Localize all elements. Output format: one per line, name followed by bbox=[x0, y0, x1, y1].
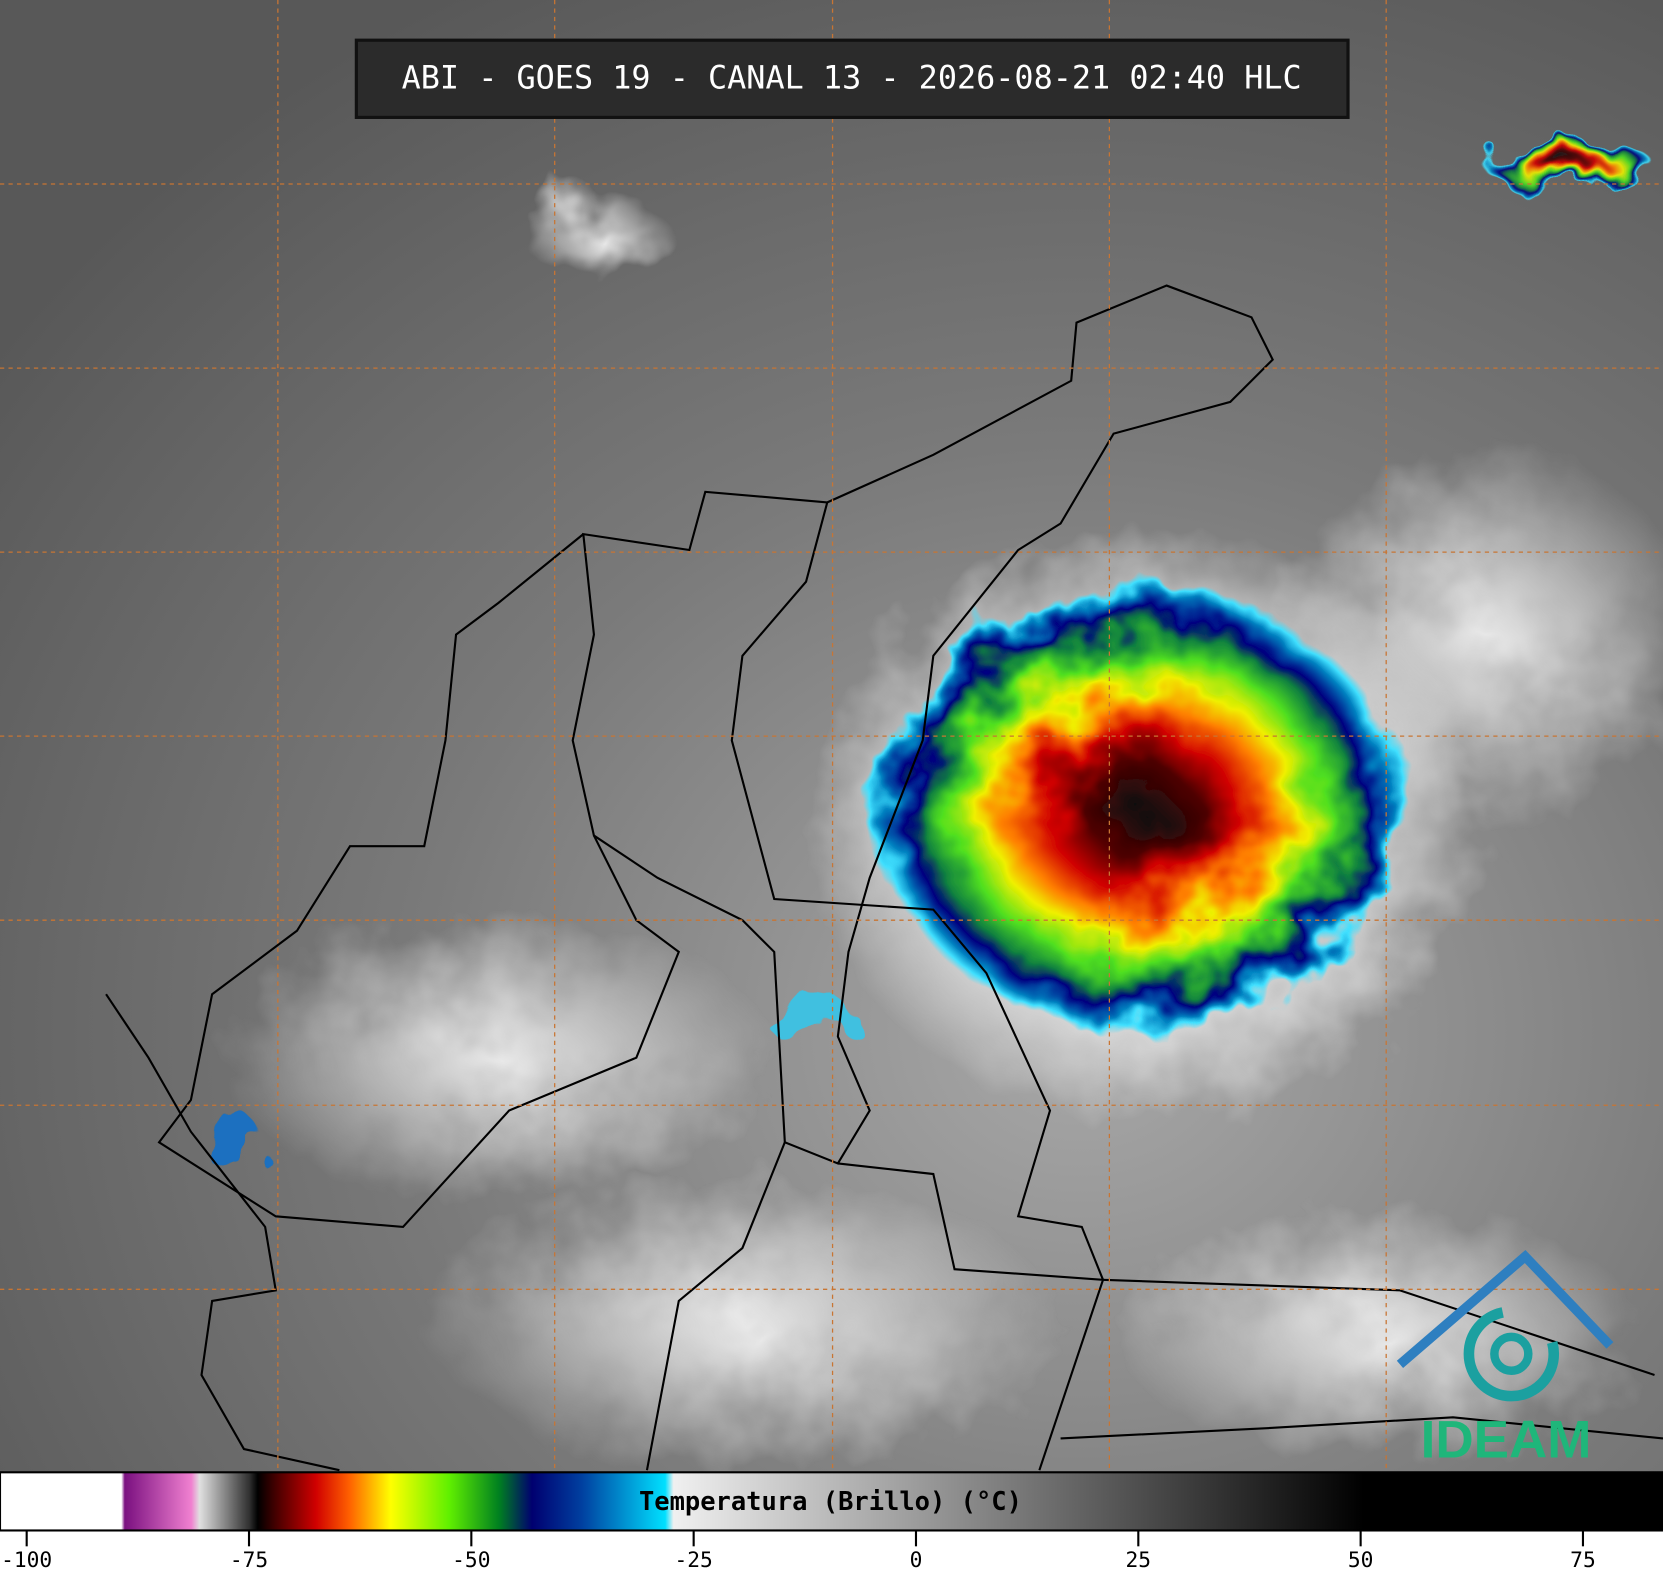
logo: IDEAM bbox=[1396, 1249, 1614, 1470]
colorbar-tick-label: -25 bbox=[675, 1547, 713, 1572]
clouds bbox=[206, 134, 1663, 1471]
logo-text: IDEAM bbox=[1421, 1411, 1592, 1470]
borders bbox=[105, 284, 1663, 1472]
title: ABI - GOES 19 - CANAL 13 - 2026-08-21 02… bbox=[402, 60, 1302, 96]
graticule bbox=[0, 0, 1663, 1473]
colorbar-tick-label: -75 bbox=[230, 1547, 268, 1572]
colorbar-tick-label: 25 bbox=[1126, 1547, 1152, 1572]
colorbar bbox=[0, 1471, 1663, 1532]
colorbar-tick-label: 0 bbox=[910, 1547, 923, 1572]
colorbar-tick-label: -100 bbox=[1, 1547, 52, 1572]
colorbar-tick-label: 50 bbox=[1348, 1547, 1374, 1572]
colorbar-tick-label: -50 bbox=[452, 1547, 490, 1572]
colorbar-label: Temperatura (Brillo) (°C) bbox=[639, 1486, 1022, 1516]
colorbar-tick-label: 75 bbox=[1570, 1547, 1596, 1572]
title-box bbox=[354, 38, 1350, 119]
